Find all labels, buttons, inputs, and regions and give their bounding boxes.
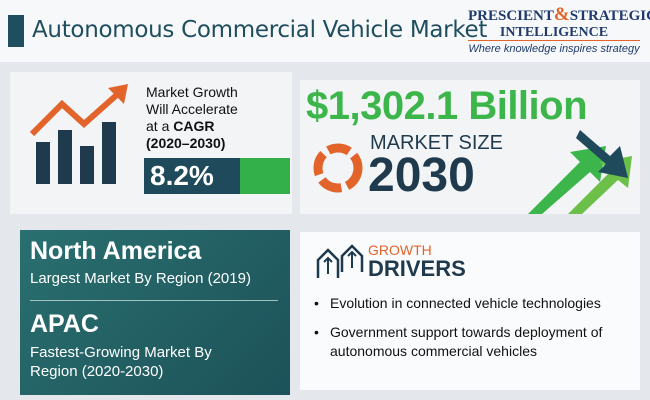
drivers-heading: DRIVERS	[368, 256, 466, 281]
growth-icon	[29, 84, 128, 184]
logo-name-2: INTELLIGENCE	[468, 25, 640, 41]
logo: PRESCIENT&STRATEGIC INTELLIGENCE Where k…	[468, 4, 650, 55]
regions-panel	[20, 230, 290, 395]
cagr-box	[144, 158, 240, 194]
market-year: 2030	[368, 149, 475, 202]
market-panel	[300, 80, 640, 214]
bullet: •	[314, 295, 319, 311]
region-description: Largest Market By Region (2019)	[30, 270, 251, 287]
growth-period: (2020–2030)	[146, 135, 226, 151]
drivers-list: • Evolution in connected vehicle technolo…	[314, 294, 630, 361]
region-description-line: Fastest-Growing Market By	[30, 344, 212, 361]
title-marker	[8, 15, 24, 47]
growth-line: Market Growth	[146, 84, 238, 100]
market-value: $1,302.1 Billion	[306, 84, 588, 128]
driver-item: • Government support towards deployment o…	[314, 323, 630, 361]
growth-line: Will Accelerate	[146, 101, 238, 117]
driver-item: • Evolution in connected vehicle technolo…	[314, 294, 630, 313]
cagr-value: 8.2%	[150, 160, 214, 191]
arrows-icon	[528, 130, 632, 214]
cagr-accent	[240, 158, 290, 194]
bullet: •	[314, 324, 319, 340]
region-name: North America	[30, 237, 202, 265]
driver-text: Government support towards deployment of…	[330, 324, 603, 359]
logo-ampersand: &	[553, 4, 570, 25]
cagr-label: CAGR	[173, 118, 215, 134]
growth-line: at a CAGR	[146, 118, 238, 135]
divider	[30, 300, 278, 301]
logo-tagline: Where knowledge inspires strategy	[468, 43, 640, 55]
logo-word: STRATEGIC	[569, 8, 650, 24]
driver-text: Evolution in connected vehicle technolog…	[330, 295, 601, 311]
donut-icon	[313, 143, 363, 193]
market-label: MARKET SIZE	[370, 132, 503, 154]
title: Autonomous Commercial Vehicle Market	[32, 17, 488, 43]
drivers-heading-top: GROWTH	[368, 242, 432, 258]
growth-text: Market Growth Will Accelerate at a CAGR …	[146, 84, 238, 152]
header-bar	[0, 0, 650, 62]
logo-word: PRESCIENT	[468, 8, 554, 24]
growth-line-text: at a	[146, 118, 170, 134]
drivers-panel	[300, 232, 640, 390]
region-name: APAC	[30, 310, 99, 338]
region-description: Fastest-Growing Market By Region (2020-2…	[30, 343, 212, 381]
drivers-icon	[316, 244, 364, 278]
logo-name: PRESCIENT&STRATEGIC	[468, 4, 650, 25]
region-description-line: Region (2020-2030)	[30, 363, 164, 380]
